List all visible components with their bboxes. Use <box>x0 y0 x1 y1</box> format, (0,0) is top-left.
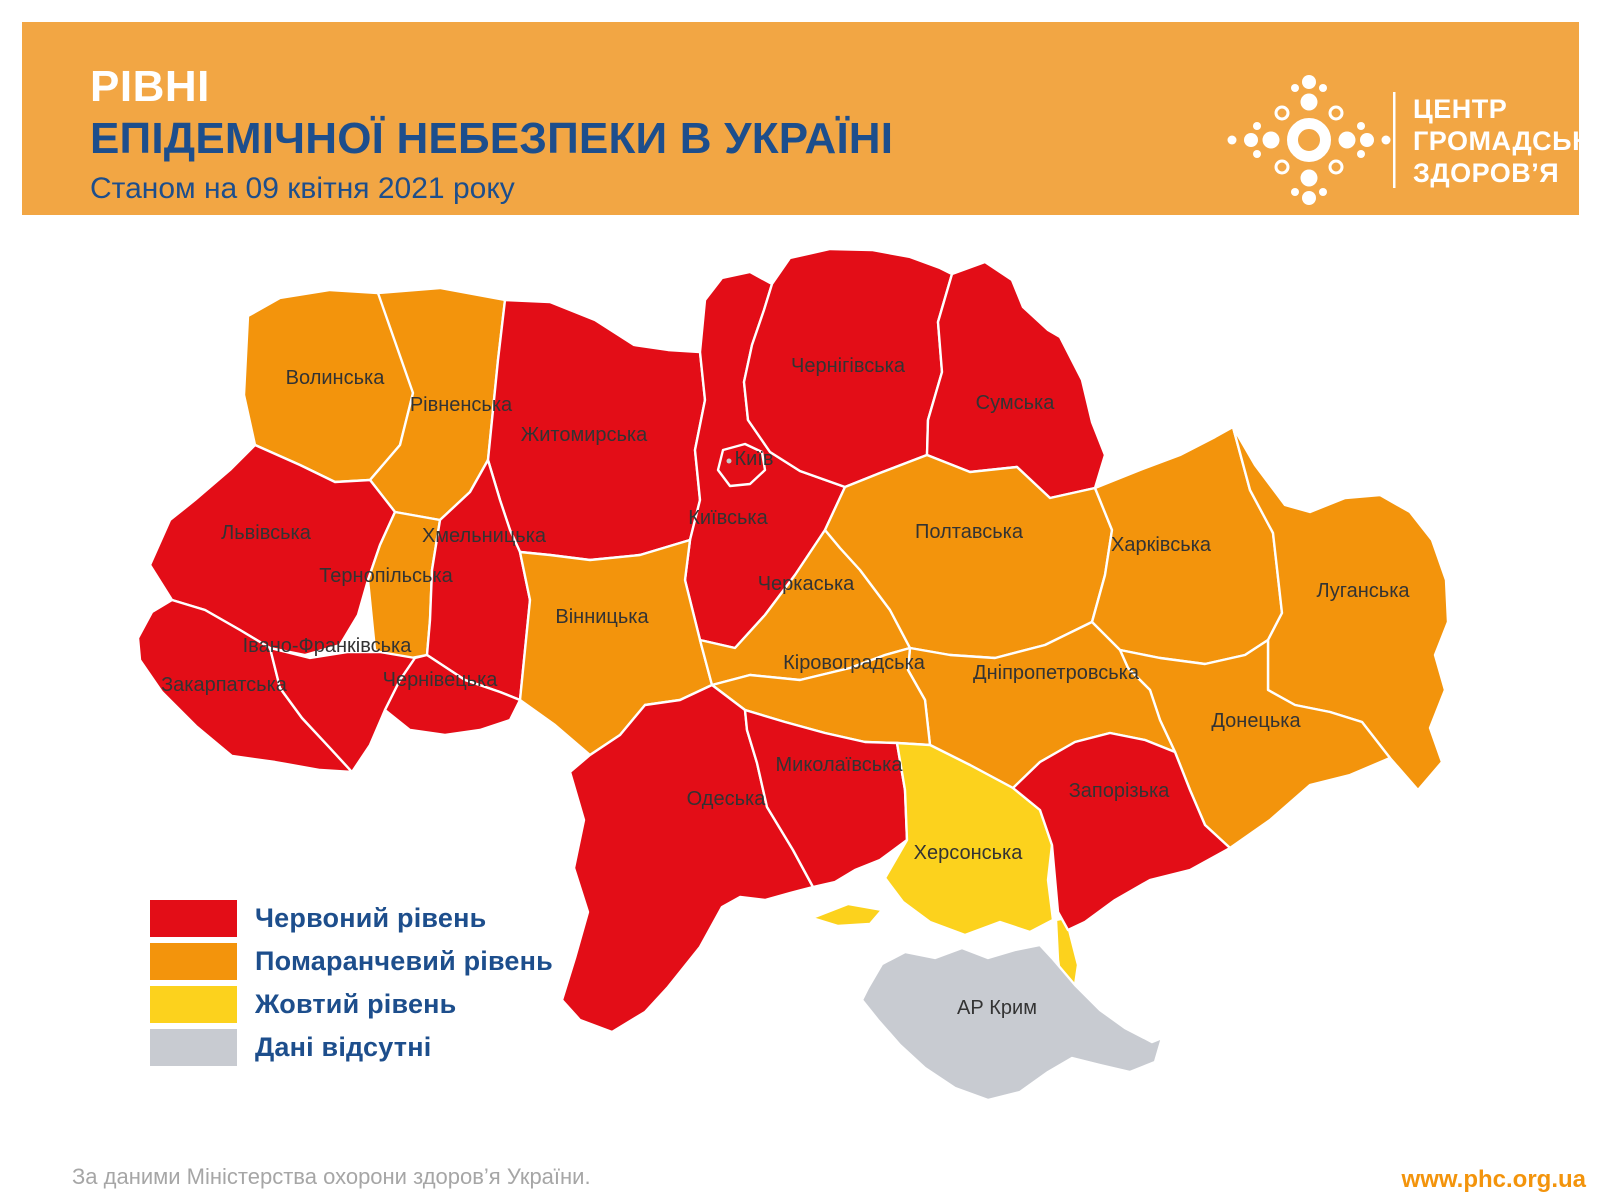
kyiv-city-dot <box>726 458 732 464</box>
org-name-line2: ГРОМАДСЬКОГО <box>1413 126 1597 156</box>
region-label-chernivetska: Чернівецька <box>383 669 499 691</box>
region-khersonska-kinburn-spit <box>810 902 884 928</box>
region-label-khmelnytska: Хмельницька <box>422 525 547 547</box>
page-subtitle-date: Станом на 09 квітня 2021 року <box>90 172 515 205</box>
page-title-line2: ЕПІДЕМІЧНОЇ НЕБЕЗПЕКИ В УКРАЇНІ <box>90 114 894 163</box>
legend: Червоний рівень Помаранчевий рівень Жовт… <box>150 900 553 1072</box>
region-label-ternopilska: Тернопільська <box>319 565 453 587</box>
legend-swatch-yellow <box>150 986 237 1023</box>
legend-swatch-gray <box>150 1029 237 1066</box>
region-label-zakarpatska: Закарпатська <box>161 674 288 696</box>
region-lvivska <box>148 443 397 657</box>
region-label-crimea: АР Крим <box>957 997 1037 1019</box>
region-label-kirovohradska: Кіровоградська <box>783 652 926 674</box>
region-label-vinnytska: Вінницька <box>555 606 649 628</box>
org-name-line3: ЗДОРОВ’Я <box>1413 158 1559 188</box>
region-odeska <box>560 683 815 1034</box>
legend-label-orange: Помаранчевий рівень <box>255 946 553 976</box>
map-labels: Волинська Рівненська Житомирська Київськ… <box>161 355 1410 1019</box>
region-label-zaporizka: Запорізька <box>1069 780 1171 802</box>
region-crimea <box>860 943 1164 1102</box>
region-label-luhanska: Луганська <box>1316 580 1410 602</box>
legend-item-gray: Дані відсутні <box>150 1029 553 1066</box>
region-label-poltavska: Полтавська <box>915 521 1024 543</box>
region-label-kyiv-city: Київ <box>734 448 773 470</box>
legend-swatch-red <box>150 900 237 937</box>
region-zaporizka <box>1011 731 1232 932</box>
region-label-sumska: Сумська <box>976 392 1056 414</box>
region-label-volynska: Волинська <box>286 367 386 389</box>
phc-logo-dots-icon <box>1227 75 1391 205</box>
region-label-kyivska: Київська <box>688 507 768 529</box>
region-label-zhytomyrska: Житомирська <box>521 424 648 446</box>
legend-item-orange: Помаранчевий рівень <box>150 943 553 980</box>
legend-label-gray: Дані відсутні <box>255 1032 432 1062</box>
region-label-ivano-frankivska: Івано-Франківська <box>243 635 413 657</box>
region-sumska <box>925 260 1107 500</box>
region-label-lvivska: Львівська <box>221 522 312 544</box>
region-label-rivnenska: Рівненська <box>410 394 513 416</box>
legend-label-yellow: Жовтий рівень <box>255 989 457 1019</box>
phc-logo: ЦЕНТР ГРОМАДСЬКОГО ЗДОРОВ’Я <box>1227 75 1597 205</box>
logo-divider <box>1393 92 1396 188</box>
legend-item-yellow: Жовтий рівень <box>150 986 553 1023</box>
region-label-cherkaska: Черкаська <box>758 573 855 595</box>
region-mykolaivska <box>743 708 909 889</box>
footer-website-link[interactable]: www.phc.org.ua <box>1401 1166 1586 1193</box>
legend-item-red: Червоний рівень <box>150 900 553 937</box>
region-label-kharkivska: Харківська <box>1111 534 1212 556</box>
region-label-odeska: Одеська <box>687 788 767 810</box>
page-title-line1: РІВНІ <box>90 62 210 111</box>
region-label-mykolaivska: Миколаївська <box>776 754 904 776</box>
region-label-khersonska: Херсонська <box>914 842 1024 864</box>
region-kyiv-city <box>716 442 767 488</box>
footer-source-note: За даними Міністерства охорони здоров’я … <box>72 1164 591 1189</box>
org-name-line1: ЦЕНТР <box>1413 94 1507 124</box>
header-banner: РІВНІ ЕПІДЕМІЧНОЇ НЕБЕЗПЕКИ В УКРАЇНІ Ст… <box>22 22 1597 215</box>
region-chernivetska <box>383 653 522 737</box>
region-label-dnipropetrovska: Дніпропетровська <box>973 662 1140 684</box>
region-label-donetska: Донецька <box>1211 710 1301 732</box>
region-zakarpatska <box>136 598 354 774</box>
legend-swatch-orange <box>150 943 237 980</box>
region-label-chernihivska: Чернігівська <box>791 355 906 377</box>
map-regions <box>136 247 1450 1102</box>
legend-label-red: Червоний рівень <box>255 903 487 933</box>
